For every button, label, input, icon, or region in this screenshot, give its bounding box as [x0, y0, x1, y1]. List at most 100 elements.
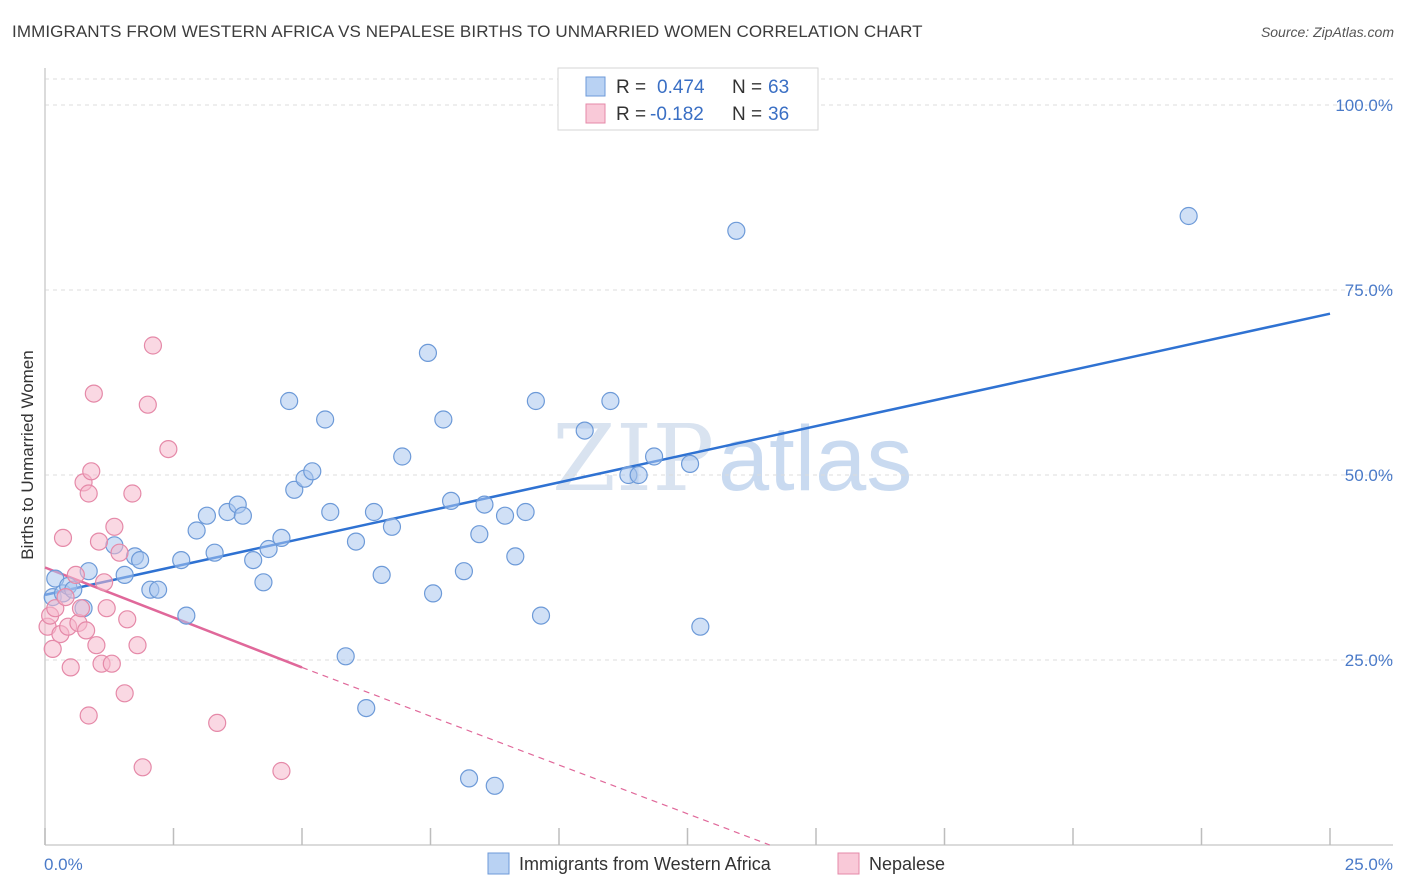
bottom-legend-label-pink: Nepalese [869, 854, 945, 874]
legend-r-label-1: R = [616, 77, 646, 98]
data-point-nepalese [159, 440, 178, 459]
data-point-western-africa [459, 769, 479, 788]
trend-lines [44, 312, 1331, 846]
data-point-nepalese [61, 658, 80, 677]
data-point-western-africa [495, 506, 515, 525]
x-ticks [44, 828, 1331, 845]
data-point-western-africa [285, 480, 304, 499]
data-point-western-africa [470, 525, 489, 544]
data-point-western-africa [130, 550, 150, 570]
y-axis-title: Births to Unmarried Women [18, 350, 37, 559]
bottom-legend-swatch-pink [837, 852, 860, 875]
legend-r-value-1: 0.474 [657, 77, 705, 98]
data-point-nepalese [97, 599, 116, 618]
data-point-western-africa [303, 462, 322, 481]
data-point-nepalese [66, 565, 85, 585]
data-point-western-africa [197, 506, 217, 525]
legend-n-value-1: 63 [768, 77, 789, 98]
chart-title: IMMIGRANTS FROM WESTERN AFRICA VS NEPALE… [12, 22, 923, 41]
data-point-western-africa [727, 221, 746, 240]
data-point-nepalese [118, 610, 137, 629]
data-point-nepalese [102, 654, 121, 673]
data-point-western-africa [441, 491, 461, 510]
trend-line-western-africa [44, 312, 1331, 597]
data-point-nepalese [84, 384, 103, 403]
data-point-nepalese [272, 761, 291, 781]
x-tick-label-min: 0.0% [44, 855, 83, 874]
data-point-western-africa [346, 532, 366, 551]
data-point-western-africa [691, 617, 710, 636]
data-point-nepalese [56, 587, 75, 607]
data-point-western-africa [336, 647, 355, 666]
series-legend: Immigrants from Western Africa Nepalese [487, 852, 945, 875]
legend-swatch-blue [585, 76, 606, 97]
data-point-western-africa [233, 506, 252, 525]
data-point-western-africa [205, 543, 224, 562]
data-point-western-africa [316, 410, 335, 429]
data-point-nepalese [133, 758, 152, 777]
data-point-western-africa [485, 776, 504, 795]
data-point-nepalese [95, 573, 114, 592]
data-point-western-africa [454, 562, 474, 581]
gridlines [45, 78, 1393, 661]
x-tick-label-max: 25.0% [1345, 855, 1393, 874]
data-point-western-africa [475, 495, 494, 514]
data-point-western-africa [115, 565, 134, 585]
data-point-western-africa [393, 447, 412, 466]
y-tick-labels: 100.0% 75.0% 50.0% 25.0% [1335, 96, 1393, 670]
legend-n-value-2: 36 [768, 104, 789, 125]
data-point-nepalese [110, 543, 129, 562]
data-point-western-africa [254, 573, 273, 592]
data-point-western-africa [516, 502, 535, 522]
trend-line-nepalese-extension [301, 666, 770, 846]
data-point-western-africa [418, 343, 438, 362]
bottom-legend-label-blue: Immigrants from Western Africa [519, 854, 772, 874]
data-point-nepalese [143, 336, 163, 355]
data-point-western-africa [321, 502, 340, 522]
y-tick-label: 100.0% [1335, 96, 1393, 115]
data-point-western-africa [506, 547, 525, 566]
data-point-nepalese [105, 517, 124, 536]
source-attribution: Source: ZipAtlas.com [1260, 24, 1394, 40]
data-point-western-africa [434, 410, 453, 429]
data-point-western-africa [364, 502, 384, 522]
data-point-western-africa [357, 698, 376, 718]
data-point-western-africa [644, 447, 664, 466]
data-point-western-africa [177, 606, 196, 625]
data-point-nepalese [53, 528, 73, 548]
series-western-africa-points [43, 206, 1198, 795]
data-point-nepalese [77, 621, 96, 640]
data-point-nepalese [89, 532, 109, 551]
bottom-legend-swatch-blue [487, 852, 510, 875]
y-tick-label: 25.0% [1345, 651, 1393, 670]
data-point-western-africa [575, 421, 594, 440]
data-point-nepalese [138, 395, 157, 414]
data-point-nepalese [43, 639, 62, 659]
data-point-nepalese [79, 706, 98, 725]
data-point-nepalese [128, 636, 147, 655]
data-point-western-africa [629, 465, 648, 485]
legend-n-label-1: N = [732, 77, 762, 98]
data-point-western-africa [272, 528, 291, 548]
data-point-nepalese [46, 599, 65, 618]
data-point-western-africa [526, 391, 545, 411]
trend-line-nepalese [44, 566, 303, 669]
watermark-atlas: atlas [718, 408, 912, 510]
data-point-nepalese [79, 484, 98, 503]
data-point-nepalese [123, 484, 142, 503]
legend-n-label-2: N = [732, 104, 762, 125]
data-point-western-africa [423, 584, 443, 603]
stats-legend: R = 0.474 N = 63 R = -0.182 N = 36 [557, 67, 819, 131]
data-point-nepalese [115, 684, 134, 703]
data-point-western-africa [187, 521, 206, 540]
data-point-nepalese [82, 462, 101, 481]
data-point-western-africa [244, 550, 263, 570]
data-point-western-africa [172, 550, 191, 570]
data-point-nepalese [87, 636, 106, 655]
y-tick-label: 75.0% [1345, 281, 1393, 300]
data-point-western-africa [1179, 206, 1198, 226]
data-point-nepalese [208, 713, 227, 733]
data-point-nepalese [71, 599, 91, 618]
series-nepalese-points [38, 336, 291, 781]
